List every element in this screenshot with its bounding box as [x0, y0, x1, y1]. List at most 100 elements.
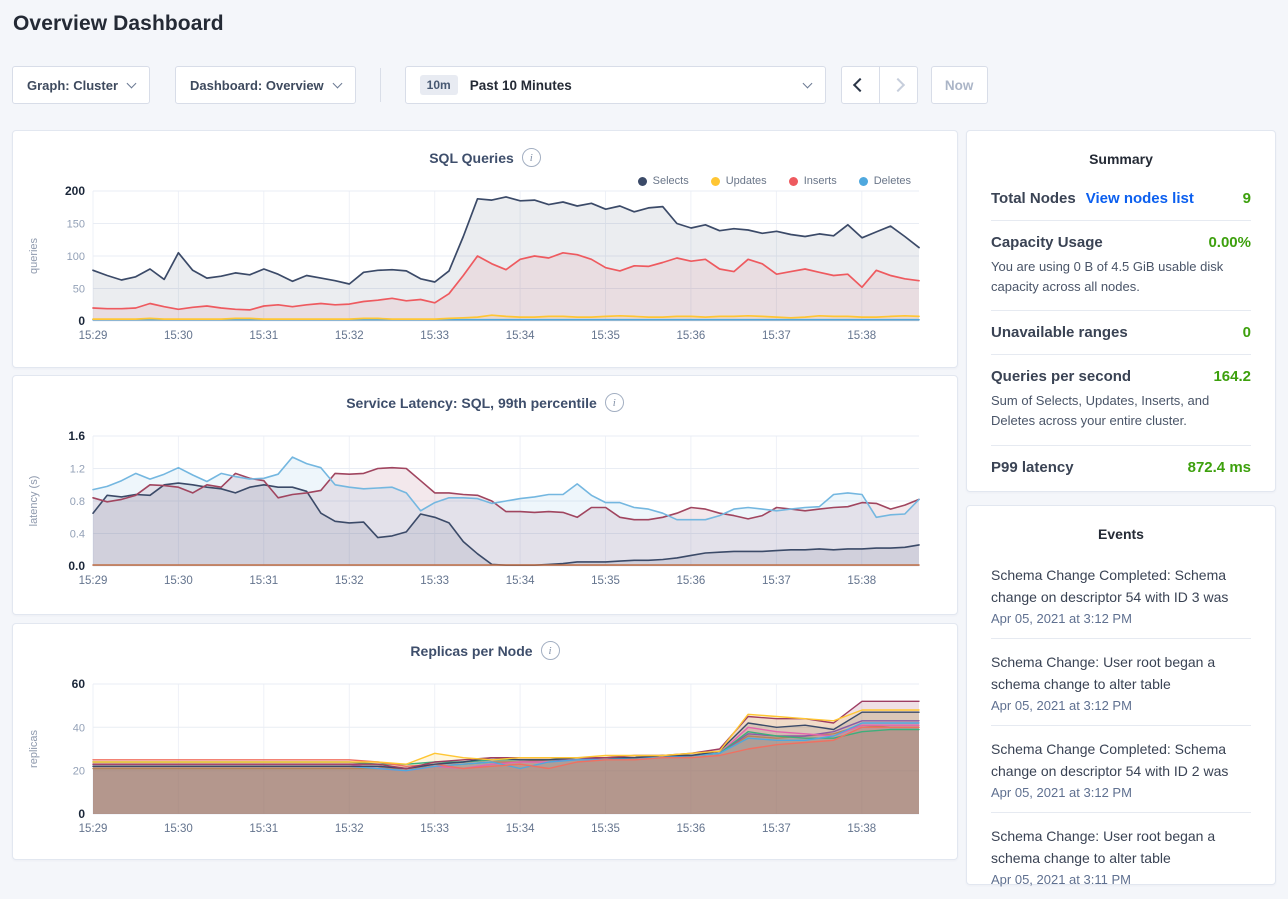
svg-text:0.8: 0.8 [70, 496, 85, 508]
summary-description: You are using 0 B of 4.5 GiB usable disk… [991, 259, 1224, 295]
svg-text:15:38: 15:38 [847, 330, 876, 342]
time-step-buttons [840, 66, 918, 104]
svg-text:queries: queries [28, 237, 40, 274]
service-latency-chart[interactable]: 0.0 0.4 0.8 1.2 1.6 15:29 15:30 15:31 15:32 15:33… [21, 424, 951, 596]
events-title: Events [1098, 526, 1144, 542]
chevron-down-icon [802, 78, 813, 88]
svg-text:15:34: 15:34 [506, 575, 535, 587]
svg-text:150: 150 [67, 219, 85, 231]
svg-text:15:30: 15:30 [164, 823, 193, 835]
event-timestamp: Apr 05, 2021 at 3:12 PM [991, 698, 1132, 713]
selects-dot-icon [637, 176, 647, 186]
summary-value: 872.4 ms [1187, 458, 1251, 476]
svg-text:15:30: 15:30 [164, 330, 193, 342]
legend-item-updates[interactable]: Updates [710, 175, 767, 187]
toolbar-divider [379, 68, 381, 102]
svg-text:15:36: 15:36 [677, 330, 706, 342]
service-latency-panel: Service Latency: SQL, 99th percentile i … [12, 375, 958, 615]
svg-text:1.2: 1.2 [70, 464, 85, 476]
event-timestamp: Apr 05, 2021 at 3:11 PM [991, 872, 1131, 887]
chart-legend: Selects Updates Inserts Deletes [637, 175, 911, 187]
svg-text:15:35: 15:35 [591, 823, 620, 835]
chart-title: SQL Queries [429, 149, 514, 166]
dashboard-dropdown-label: Dashboard: Overview [190, 77, 324, 93]
svg-text:15:33: 15:33 [420, 823, 449, 835]
legend-label: Selects [652, 175, 689, 187]
event-message: Schema Change Completed: Schema change o… [991, 741, 1229, 779]
inserts-dot-icon [788, 176, 798, 186]
svg-text:20: 20 [73, 766, 85, 778]
svg-text:15:29: 15:29 [79, 330, 108, 342]
svg-text:15:36: 15:36 [677, 575, 706, 587]
svg-text:15:38: 15:38 [847, 823, 876, 835]
sql-queries-chart[interactable]: 0 50 100 150 200 15:29 15:30 15:31 15:32 15:33 15:… [21, 179, 951, 351]
summary-label: Capacity Usage [991, 234, 1103, 251]
time-range-label: Past 10 Minutes [469, 77, 572, 93]
svg-text:40: 40 [73, 722, 85, 734]
chevron-down-icon [332, 78, 343, 88]
legend-item-inserts[interactable]: Inserts [788, 175, 837, 187]
svg-text:15:35: 15:35 [591, 575, 620, 587]
deletes-dot-icon [858, 176, 868, 186]
events-panel: Events Schema Change Completed: Schema c… [966, 505, 1276, 887]
summary-title: Summary [1089, 151, 1153, 167]
svg-text:15:35: 15:35 [591, 330, 620, 342]
svg-text:0: 0 [78, 314, 85, 328]
chevron-left-icon [853, 77, 868, 93]
summary-label: Queries per second [991, 368, 1132, 386]
svg-text:15:37: 15:37 [762, 575, 791, 587]
next-time-button[interactable] [878, 67, 917, 103]
summary-label: Total Nodes [991, 190, 1076, 207]
summary-row-total-nodes: Total Nodes View nodes list 9 [991, 177, 1251, 221]
summary-panel: Summary Total Nodes View nodes list 9 Ca… [966, 130, 1276, 492]
event-item: Schema Change Completed: Schema change o… [991, 726, 1251, 813]
legend-label: Inserts [803, 175, 837, 187]
chart-title: Replicas per Node [410, 642, 533, 659]
svg-text:15:38: 15:38 [847, 575, 876, 587]
event-timestamp: Apr 05, 2021 at 3:12 PM [991, 785, 1132, 800]
svg-text:15:37: 15:37 [762, 823, 791, 835]
svg-text:15:31: 15:31 [249, 330, 278, 342]
page-title: Overview Dashboard [13, 12, 224, 35]
replicas-per-node-chart[interactable]: 0 20 40 60 15:29 15:30 15:31 15:32 15:33 15:34 15:… [21, 672, 951, 844]
svg-text:15:31: 15:31 [249, 823, 278, 835]
legend-label: Deletes [873, 175, 911, 187]
svg-text:200: 200 [65, 184, 85, 198]
svg-text:0.4: 0.4 [70, 529, 85, 541]
chart-title: Service Latency: SQL, 99th percentile [346, 394, 597, 411]
view-nodes-list-link[interactable]: View nodes list [1085, 190, 1194, 207]
event-timestamp: Apr 05, 2021 at 3:12 PM [991, 611, 1132, 626]
chevron-down-icon [126, 78, 137, 88]
graph-dropdown[interactable]: Graph: Cluster [12, 66, 151, 104]
svg-text:15:31: 15:31 [249, 575, 278, 587]
svg-text:15:33: 15:33 [420, 330, 449, 342]
summary-row-p99-latency: P99 latency 872.4 ms [991, 446, 1251, 489]
summary-description: Sum of Selects, Updates, Inserts, and De… [991, 393, 1210, 429]
summary-value: 164.2 [1213, 368, 1251, 386]
summary-value: 0.00% [1208, 234, 1251, 251]
info-icon[interactable]: i [521, 148, 541, 167]
legend-item-deletes[interactable]: Deletes [858, 175, 911, 187]
summary-row-queries-per-second: Queries per second 164.2 Sum of Selects,… [991, 355, 1251, 446]
time-range-selector[interactable]: 10m Past 10 Minutes [404, 66, 826, 104]
dashboard-dropdown[interactable]: Dashboard: Overview [175, 66, 356, 104]
svg-text:15:32: 15:32 [335, 330, 364, 342]
svg-text:50: 50 [73, 284, 85, 296]
event-message: Schema Change: User root began a schema … [991, 828, 1216, 866]
info-icon[interactable]: i [604, 393, 624, 412]
time-range-badge: 10m [419, 75, 458, 95]
event-item: Schema Change Completed: Schema change o… [991, 552, 1251, 639]
svg-text:15:34: 15:34 [506, 330, 535, 342]
chevron-right-icon [891, 77, 906, 93]
svg-text:15:32: 15:32 [335, 823, 364, 835]
event-item: Schema Change: User root began a schema … [991, 639, 1251, 726]
now-button[interactable]: Now [930, 66, 988, 104]
svg-text:15:29: 15:29 [79, 823, 108, 835]
prev-time-button[interactable] [842, 67, 879, 103]
svg-text:latency (s): latency (s) [28, 476, 40, 527]
updates-dot-icon [710, 176, 720, 186]
svg-text:0.0: 0.0 [68, 559, 85, 573]
legend-item-selects[interactable]: Selects [637, 175, 689, 187]
svg-text:15:36: 15:36 [677, 823, 706, 835]
info-icon[interactable]: i [540, 641, 560, 660]
